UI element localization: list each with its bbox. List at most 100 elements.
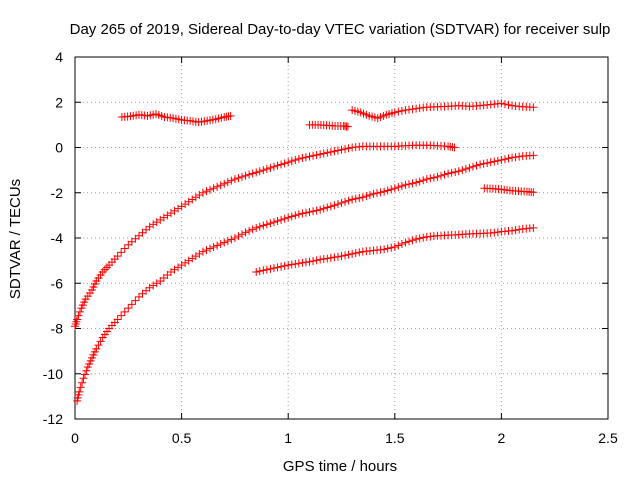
- data-point: [309, 207, 318, 216]
- data-point: [497, 99, 506, 108]
- data-point: [387, 185, 396, 194]
- data-point: [80, 370, 89, 379]
- grid: [75, 57, 608, 419]
- axis-ticks: [74, 56, 609, 420]
- data-point: [284, 213, 293, 222]
- data-point: [454, 167, 463, 176]
- data-point: [96, 337, 105, 346]
- data-point: [262, 164, 271, 173]
- data-point: [330, 147, 339, 156]
- series-satellite-4: [305, 120, 352, 131]
- data-point: [412, 178, 421, 187]
- data-point: [397, 240, 406, 249]
- data-point: [358, 193, 367, 202]
- data-point: [447, 168, 456, 177]
- data-point: [255, 222, 264, 231]
- data-point: [213, 182, 222, 191]
- data-point: [529, 223, 538, 232]
- data-point: [273, 217, 282, 226]
- data-point: [472, 161, 481, 170]
- data-point: [287, 212, 296, 221]
- data-point: [309, 151, 318, 160]
- data-point: [458, 166, 467, 175]
- data-point: [387, 243, 396, 252]
- data-point: [355, 194, 364, 203]
- data-point: [380, 187, 389, 196]
- data-point: [337, 198, 346, 207]
- data-point: [316, 255, 325, 264]
- data-point: [294, 210, 303, 219]
- data-point: [316, 205, 325, 214]
- y-tick-label: -2: [51, 185, 64, 201]
- data-point: [291, 155, 300, 164]
- data-point: [376, 188, 385, 197]
- x-tick-label: 1: [284, 430, 292, 446]
- data-point: [273, 161, 282, 170]
- series-satellite-7: [480, 184, 538, 197]
- data-point: [493, 156, 502, 165]
- data-point: [94, 341, 103, 350]
- data-point: [234, 174, 243, 183]
- data-point: [450, 143, 459, 152]
- data-point: [394, 107, 403, 116]
- data-point: [245, 226, 254, 235]
- data-point: [73, 315, 82, 324]
- data-point: [277, 215, 286, 224]
- data-point: [220, 238, 229, 247]
- data-point: [529, 151, 538, 160]
- data-point: [515, 152, 524, 161]
- data-point: [405, 237, 414, 246]
- data-point: [351, 194, 360, 203]
- data-point: [230, 175, 239, 184]
- data-point: [284, 261, 293, 270]
- data-point: [255, 167, 264, 176]
- data-point: [312, 151, 321, 160]
- data-point: [252, 267, 261, 276]
- data-point: [273, 263, 282, 272]
- x-tick-label: 2: [498, 430, 506, 446]
- data-point: [319, 254, 328, 263]
- data-point: [266, 264, 275, 273]
- data-point: [415, 177, 424, 186]
- data-point: [373, 189, 382, 198]
- data-point: [362, 192, 371, 201]
- data-point: [234, 232, 243, 241]
- data-point: [333, 200, 342, 209]
- data-point: [405, 105, 414, 114]
- data-point: [408, 236, 417, 245]
- data-point: [120, 244, 129, 253]
- data-point: [301, 208, 310, 217]
- data-point: [390, 243, 399, 252]
- data-point: [444, 169, 453, 178]
- data-point: [408, 105, 417, 114]
- data-point: [440, 170, 449, 179]
- data-point: [436, 171, 445, 180]
- data-point: [259, 221, 268, 230]
- data-point: [412, 235, 421, 244]
- series-satellite-3: [117, 110, 235, 127]
- data-point: [333, 252, 342, 261]
- data-point: [305, 257, 314, 266]
- data-point: [198, 247, 207, 256]
- data-point: [117, 311, 126, 320]
- data-point: [394, 241, 403, 250]
- data-point: [343, 122, 352, 131]
- data-point: [280, 261, 289, 270]
- y-tick-label: -6: [51, 275, 64, 291]
- data-point: [348, 249, 357, 258]
- data-markers: [71, 99, 538, 405]
- data-point: [309, 257, 318, 266]
- data-point: [497, 155, 506, 164]
- data-point: [515, 225, 524, 234]
- data-point: [483, 158, 492, 167]
- data-point: [269, 218, 278, 227]
- y-tick-label: 4: [55, 49, 63, 65]
- data-point: [241, 171, 250, 180]
- data-point: [78, 378, 87, 387]
- data-point: [369, 189, 378, 198]
- data-point: [227, 176, 236, 185]
- data-point: [468, 162, 477, 171]
- data-point: [248, 169, 257, 178]
- data-point: [92, 344, 101, 353]
